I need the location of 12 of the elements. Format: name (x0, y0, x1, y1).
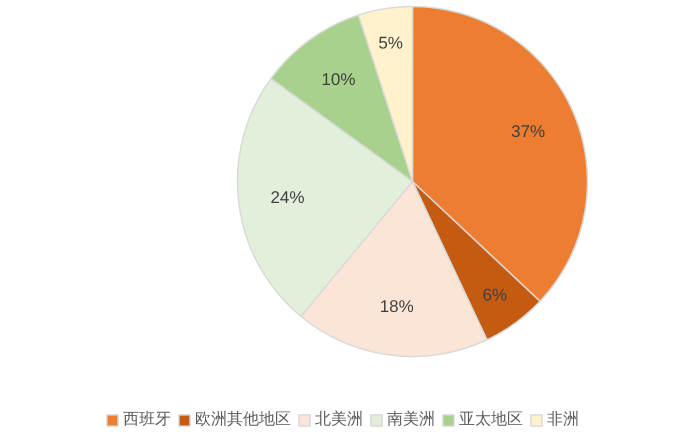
legend-label: 北美洲 (315, 409, 363, 430)
data-label: 10% (321, 70, 356, 90)
data-label: 5% (378, 34, 403, 53)
legend-label: 亚太地区 (459, 409, 523, 430)
data-label: 18% (380, 297, 414, 316)
data-label: 6% (482, 285, 508, 304)
legend-label: 西班牙 (123, 409, 171, 430)
legend-label: 非洲 (547, 409, 579, 430)
legend-label: 南美洲 (387, 409, 435, 430)
data-label: 24% (270, 188, 305, 207)
legend-label: 欧洲其他地区 (195, 409, 291, 430)
data-label: 37% (511, 122, 546, 141)
